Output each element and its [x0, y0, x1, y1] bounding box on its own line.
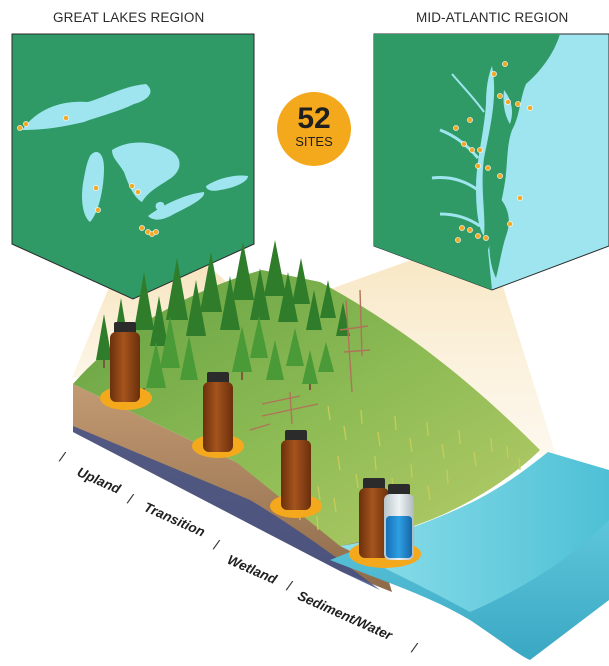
soil-profile	[73, 384, 392, 592]
mid-atlantic-land	[374, 34, 560, 290]
delaware-bay	[503, 90, 512, 124]
site-count-badge: 52 SITES	[277, 92, 351, 166]
site-count-number: 52	[297, 102, 331, 135]
great-lakes-title: GREAT LAKES REGION	[53, 10, 205, 25]
upland-sample-bottle	[100, 322, 152, 410]
bedrock-profile	[73, 426, 380, 590]
lake-michigan	[82, 152, 104, 222]
delmarva-peninsula	[489, 196, 509, 278]
mid-atlantic-site-dots	[453, 61, 533, 243]
mid-atlantic-title: MID-ATLANTIC REGION	[416, 10, 569, 25]
site-count-label: SITES	[295, 134, 333, 149]
transition-sample-bottle	[192, 372, 244, 458]
sediment-water-sample-bottles	[349, 478, 421, 568]
lake-erie	[148, 192, 205, 220]
ocean-surface	[340, 452, 609, 612]
dead-trees	[249, 289, 371, 431]
lake-superior	[22, 84, 151, 130]
great-lakes-map	[11, 33, 255, 300]
chesapeake-bay	[476, 66, 495, 236]
great-lakes-site-dots	[17, 115, 159, 237]
lake-huron	[112, 142, 180, 202]
lake-ontario	[206, 175, 248, 191]
wetland-sample-bottle	[270, 430, 322, 518]
mid-atlantic-map	[373, 33, 609, 291]
land-surface	[73, 270, 540, 546]
lake-st-clair	[155, 201, 165, 211]
